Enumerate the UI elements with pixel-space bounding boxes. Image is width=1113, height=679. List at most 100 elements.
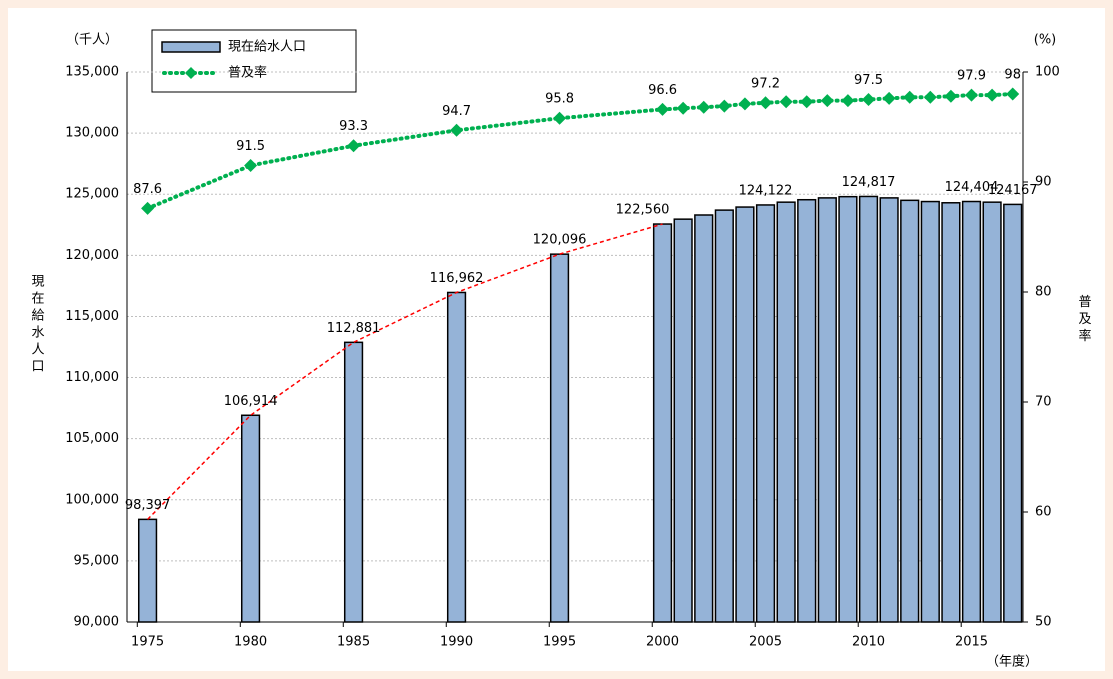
bar: [714, 209, 734, 623]
bar-value-label: 124,817: [842, 175, 896, 190]
marker: [800, 95, 814, 109]
line-value-label: 87.6: [133, 182, 162, 197]
bar: [982, 201, 1002, 623]
line-value-label: 96.6: [648, 83, 677, 98]
bar-value-label: 124,122: [739, 183, 793, 198]
y-unit: （千人）: [66, 33, 118, 48]
x-tick-label: 1975: [131, 635, 164, 650]
bar: [549, 253, 570, 623]
line-value-label: 97.9: [957, 69, 986, 84]
bar: [343, 341, 364, 623]
y2-tick-label: 90: [1035, 175, 1052, 190]
marker: [244, 159, 258, 172]
marker: [347, 139, 361, 153]
y-tick-label: 120,000: [65, 248, 119, 263]
line-value-label: 97.5: [854, 73, 883, 88]
y2-tick-label: 50: [1035, 615, 1052, 630]
bar: [755, 204, 776, 623]
legend-label: 普及率: [228, 65, 267, 81]
line-value-label: 95.8: [545, 92, 574, 107]
line: [145, 92, 1015, 211]
legend-swatch-marker: [185, 67, 197, 79]
bar: [817, 197, 837, 623]
legend-label: 現在給水人口: [228, 40, 306, 55]
y-tick-label: 105,000: [65, 431, 119, 446]
marker: [903, 90, 917, 104]
y-tick-label: 95,000: [74, 553, 120, 568]
bar: [1003, 203, 1023, 623]
marker: [738, 97, 752, 111]
trend-line: [147, 223, 663, 520]
x-tick-label: 2010: [852, 635, 885, 650]
y-tick-label: 100,000: [65, 492, 119, 507]
x-tick-label: 2000: [646, 635, 679, 650]
y-tick-label: 125,000: [65, 187, 119, 202]
marker: [882, 91, 896, 105]
bar-value-label: 122,560: [616, 203, 670, 218]
x-tick-label: 1995: [543, 635, 576, 650]
bar: [961, 200, 982, 623]
bar: [776, 201, 796, 623]
bar: [240, 414, 261, 623]
marker: [1006, 87, 1020, 101]
marker: [841, 94, 855, 108]
marker: [450, 123, 464, 137]
bar: [652, 223, 673, 623]
y2-tick-label: 100: [1035, 65, 1060, 80]
marker: [676, 101, 690, 115]
marker: [717, 99, 731, 113]
bar-value-label: 116,962: [430, 271, 484, 286]
marker: [820, 94, 834, 108]
bar-value-label: 120,096: [533, 233, 587, 248]
bar-value-label: 124,404: [945, 180, 999, 195]
bar: [446, 291, 467, 623]
bar: [797, 198, 817, 623]
legend: [151, 29, 357, 93]
x-tick-label: 1985: [337, 635, 370, 650]
line-value-label: 93.3: [339, 119, 368, 134]
y-tick-label: 90,000: [74, 615, 120, 630]
bar: [137, 518, 158, 623]
marker: [862, 93, 876, 106]
marker: [985, 88, 999, 102]
marker: [759, 96, 773, 110]
marker: [656, 102, 670, 116]
bar: [879, 197, 899, 623]
line-value-label: 94.7: [442, 104, 471, 119]
bar: [858, 195, 879, 623]
y-tick-label: 130,000: [65, 126, 119, 141]
marker: [965, 88, 979, 102]
y-tick-label: 115,000: [65, 309, 119, 324]
bar: [694, 214, 714, 623]
line-value-label: 98: [1004, 68, 1021, 83]
x-tick-label: 2005: [749, 635, 782, 650]
marker: [944, 89, 958, 103]
y2-tick-label: 60: [1035, 505, 1052, 520]
marker: [779, 95, 793, 109]
y-tick-label: 135,000: [65, 65, 119, 80]
y2-tick-label: 70: [1035, 395, 1052, 410]
y2-axis-title: 普及率: [1076, 295, 1092, 346]
bar-value-label: 106,914: [224, 394, 278, 409]
bar-value-label: 112,881: [327, 321, 381, 336]
x-tick-label: 1980: [234, 635, 267, 650]
line-value-label: 91.5: [236, 139, 265, 154]
marker: [923, 90, 937, 104]
x-unit: （年度）: [986, 654, 1038, 670]
marker: [553, 111, 567, 125]
x-tick-label: 1990: [440, 635, 473, 650]
bar: [838, 195, 858, 623]
x-tick-label: 2015: [955, 635, 988, 650]
y-axis-title: 現在給水人口: [29, 274, 45, 376]
marker: [141, 201, 155, 215]
bar-value-label: 98,397: [125, 498, 171, 513]
marker: [697, 100, 711, 114]
y2-unit: (%): [1034, 33, 1057, 48]
bar: [920, 200, 940, 623]
y-tick-label: 110,000: [65, 370, 119, 385]
bar-value-label: 124167: [988, 183, 1038, 198]
legend-swatch: [161, 41, 221, 53]
bar: [941, 202, 961, 623]
